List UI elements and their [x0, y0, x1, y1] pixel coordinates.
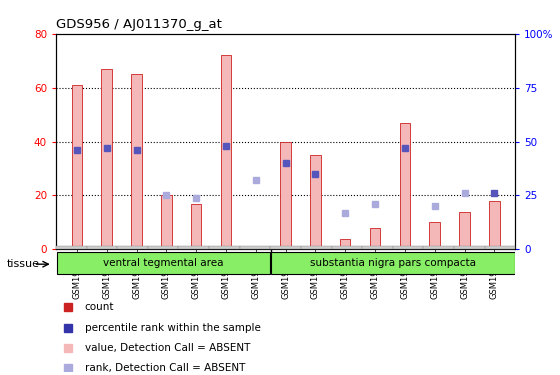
- FancyBboxPatch shape: [209, 246, 240, 249]
- Bar: [72, 85, 82, 249]
- FancyBboxPatch shape: [332, 246, 362, 249]
- Bar: [430, 222, 440, 249]
- Text: GDS956 / AJ011370_g_at: GDS956 / AJ011370_g_at: [56, 18, 222, 31]
- Text: rank, Detection Call = ABSENT: rank, Detection Call = ABSENT: [85, 363, 245, 373]
- Bar: [310, 155, 321, 249]
- FancyBboxPatch shape: [179, 246, 209, 249]
- Text: value, Detection Call = ABSENT: value, Detection Call = ABSENT: [85, 343, 250, 353]
- Text: percentile rank within the sample: percentile rank within the sample: [85, 323, 260, 333]
- FancyBboxPatch shape: [484, 246, 515, 249]
- FancyBboxPatch shape: [57, 252, 270, 274]
- FancyBboxPatch shape: [362, 246, 393, 249]
- FancyBboxPatch shape: [117, 246, 148, 249]
- Text: substantia nigra pars compacta: substantia nigra pars compacta: [310, 258, 476, 268]
- Bar: [281, 142, 291, 249]
- FancyBboxPatch shape: [240, 246, 270, 249]
- Bar: [221, 56, 231, 249]
- FancyBboxPatch shape: [454, 246, 484, 249]
- Bar: [191, 204, 202, 249]
- FancyBboxPatch shape: [270, 246, 301, 249]
- Bar: [489, 201, 500, 249]
- Bar: [101, 69, 112, 249]
- FancyBboxPatch shape: [301, 246, 332, 249]
- FancyBboxPatch shape: [393, 246, 423, 249]
- Bar: [400, 123, 410, 249]
- Text: ventral tegmental area: ventral tegmental area: [103, 258, 223, 268]
- Bar: [161, 195, 171, 249]
- Bar: [131, 74, 142, 249]
- Bar: [459, 211, 470, 249]
- FancyBboxPatch shape: [271, 252, 515, 274]
- Text: tissue: tissue: [7, 260, 40, 269]
- FancyBboxPatch shape: [423, 246, 454, 249]
- FancyBboxPatch shape: [148, 246, 179, 249]
- Bar: [370, 228, 380, 249]
- FancyBboxPatch shape: [87, 246, 117, 249]
- Text: count: count: [85, 302, 114, 312]
- Bar: [340, 238, 351, 249]
- FancyBboxPatch shape: [56, 246, 87, 249]
